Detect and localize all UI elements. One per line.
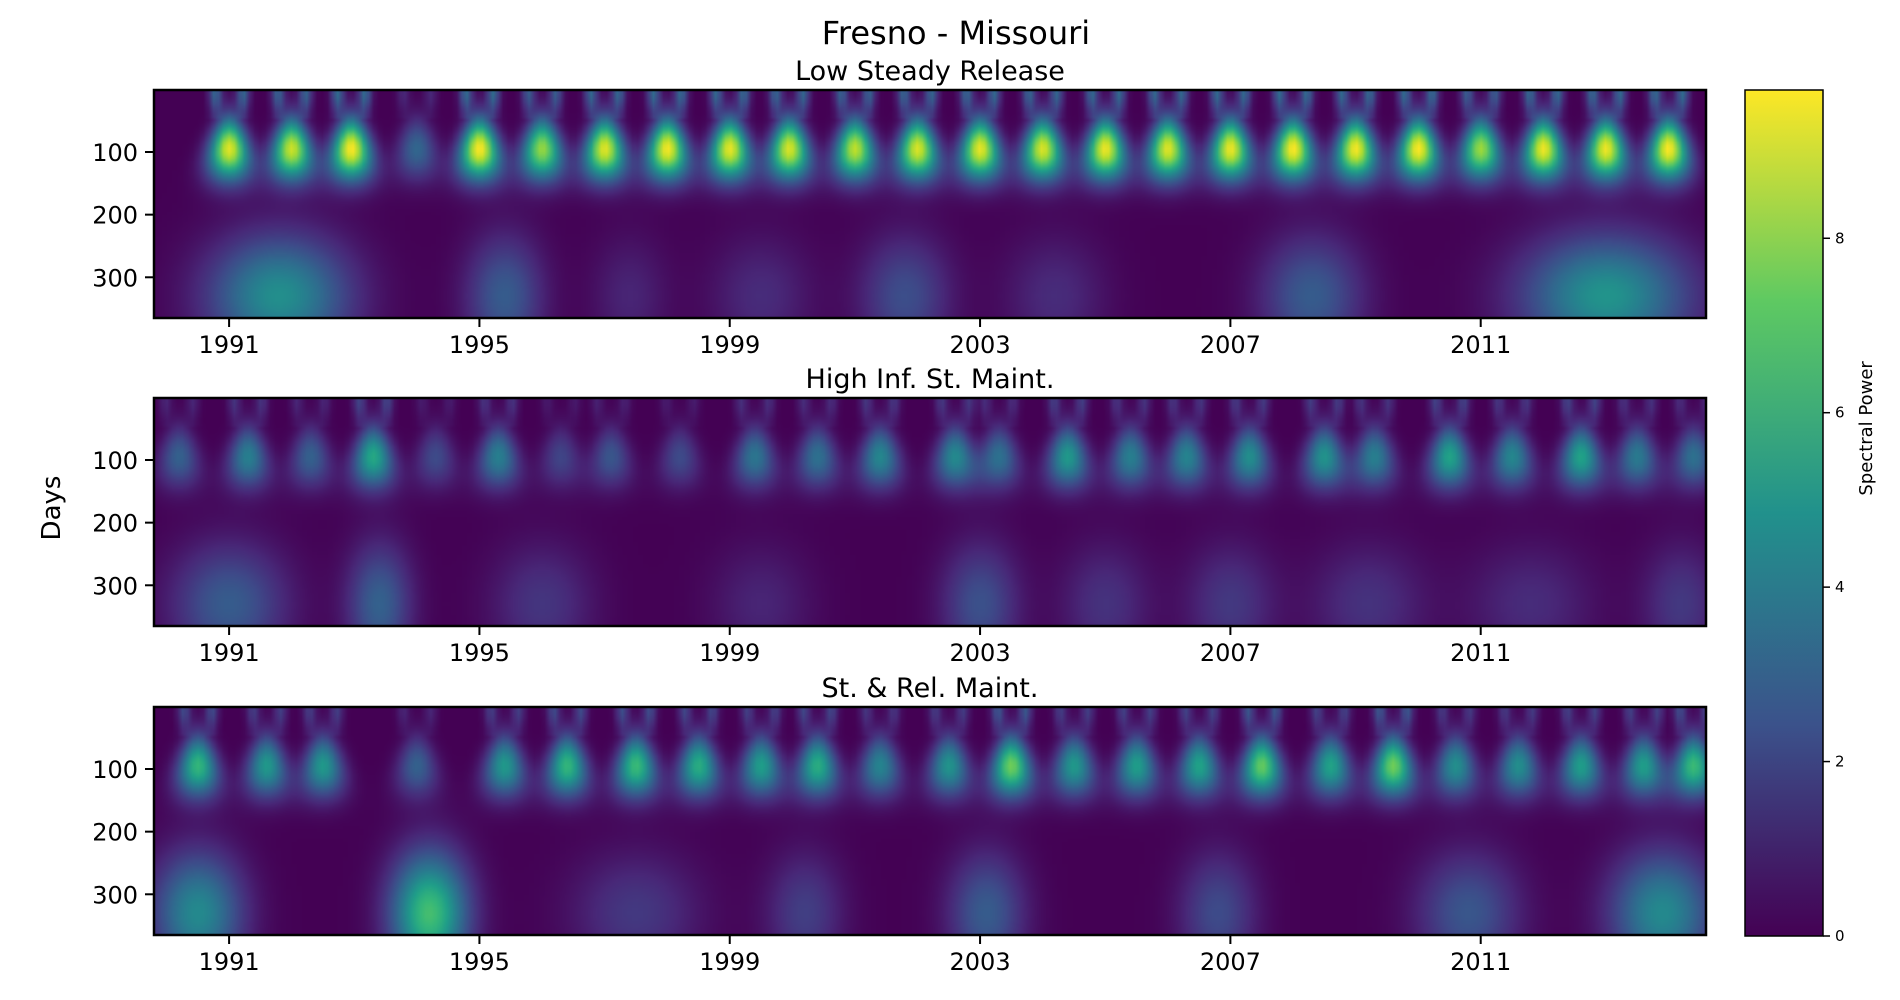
x-tick-label: 1995 [449,948,510,976]
figure-title: Fresno - Missouri [822,14,1090,52]
x-tick-label: 1995 [449,331,510,359]
panel-title: High Inf. St. Maint. [806,364,1055,395]
y-tick-label: 200 [92,202,138,230]
y-tick-label: 300 [92,881,138,909]
x-tick-label: 1995 [449,639,510,667]
colorbar-tick-label: 0 [1835,927,1845,945]
x-tick-label: 2007 [1200,639,1261,667]
y-tick-label: 100 [92,139,138,167]
wavelet-panels: Low Steady Release 100 200 300 1991 1995 1999 2… [92,56,1708,976]
y-tick-label: 200 [92,510,138,538]
x-tick-label: 2007 [1200,331,1261,359]
panel-1: Low Steady Release 100 200 300 1991 1995 1999 2… [92,56,1708,359]
plot-frame [152,705,1708,937]
x-tick-label: 2011 [1450,639,1511,667]
spectral-heatmap [154,90,1706,318]
colorbar-gradient [1744,89,1824,937]
x-tick-label: 1991 [199,331,260,359]
x-tick-label: 1991 [199,639,260,667]
y-tick-label: 200 [92,819,138,847]
colorbar-label: Spectral Power [1856,361,1877,496]
panel-2: High Inf. St. Maint. 100 200 300 1991 1995 199… [92,364,1708,667]
colorbar: 0 2 4 6 8 Spectral Power [1744,89,1877,945]
x-tick-label: 1999 [699,331,760,359]
panel-title: St. & Rel. Maint. [822,673,1039,704]
spectral-heatmap [154,707,1706,935]
colorbar-tick-label: 8 [1835,229,1845,247]
panel-3: St. & Rel. Maint. 100 200 300 1991 1995 1999 20… [92,673,1708,976]
x-tick-label: 2003 [950,948,1011,976]
x-tick-label: 2003 [950,639,1011,667]
colorbar-tick-label: 2 [1835,753,1845,771]
x-tick-label: 2003 [950,331,1011,359]
y-axis-label: Days [37,476,67,541]
panel-title: Low Steady Release [795,56,1065,87]
x-tick-label: 1999 [699,639,760,667]
x-tick-label: 1999 [699,948,760,976]
x-tick-label: 2011 [1450,948,1511,976]
x-tick-label: 2011 [1450,331,1511,359]
x-tick-label: 1991 [199,948,260,976]
x-tick-label: 2007 [1200,948,1261,976]
colorbar-tick-label: 4 [1835,578,1845,596]
plot-frame [152,88,1708,320]
y-tick-label: 300 [92,264,138,292]
y-tick-label: 100 [92,447,138,475]
plot-frame [152,396,1708,628]
y-tick-label: 100 [92,756,138,784]
spectral-heatmap [154,398,1706,626]
colorbar-tick-label: 6 [1835,404,1845,422]
y-tick-label: 300 [92,572,138,600]
